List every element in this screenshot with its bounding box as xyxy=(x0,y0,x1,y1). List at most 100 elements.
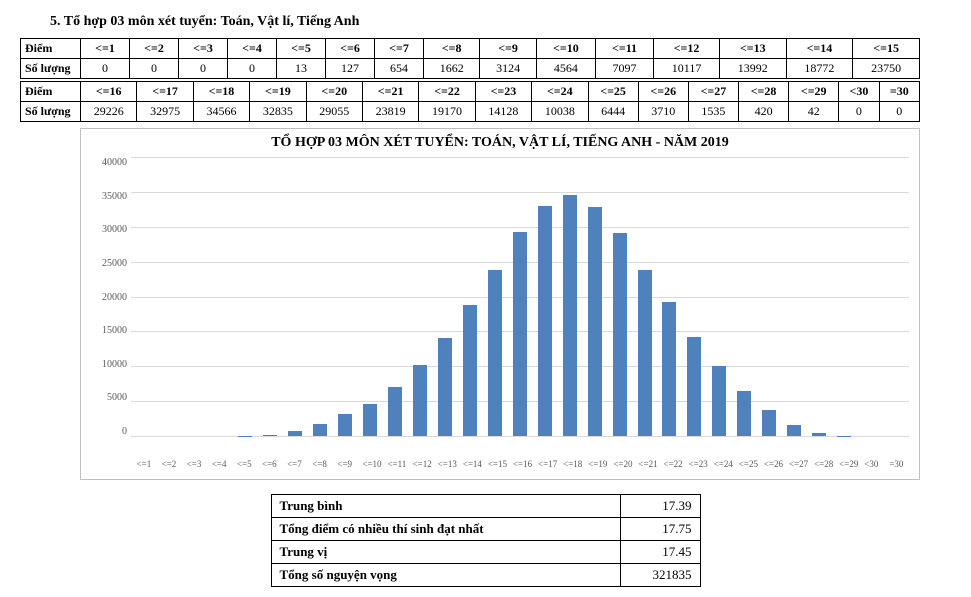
table-value-cell: 10117 xyxy=(654,59,720,79)
xtick-label: <=15 xyxy=(488,459,502,469)
table-value-cell: 3124 xyxy=(480,59,536,79)
chart-bar xyxy=(563,195,577,436)
table-value-cell: 1535 xyxy=(688,102,738,122)
table-value-cell: 29055 xyxy=(306,102,362,122)
xtick-label: <=14 xyxy=(463,459,477,469)
table-header-cell: <=14 xyxy=(786,39,853,59)
row-label-sl: Số lượng xyxy=(21,102,81,122)
xtick-label: <=1 xyxy=(137,459,151,469)
table-value-cell: 1662 xyxy=(424,59,480,79)
table-header-cell: <=18 xyxy=(193,82,249,102)
table-header-cell: <=16 xyxy=(81,82,137,102)
xtick-label: <=11 xyxy=(387,459,401,469)
xtick-label: <=23 xyxy=(689,459,703,469)
table-header-cell: <=27 xyxy=(688,82,738,102)
chart-bar xyxy=(812,433,826,436)
chart-bars xyxy=(131,157,909,436)
chart-bar xyxy=(388,387,402,437)
chart-title: TỔ HỢP 03 MÔN XÉT TUYỂN: TOÁN, VẬT LÍ, T… xyxy=(91,135,909,151)
chart-bar xyxy=(613,233,627,436)
table-value-cell: 0 xyxy=(839,102,879,122)
row-label-diem: Điểm xyxy=(21,82,81,102)
table-header-cell: <=19 xyxy=(250,82,306,102)
table-value-cell: 32975 xyxy=(137,102,193,122)
xtick-label: <=19 xyxy=(588,459,602,469)
table-header-cell: <=3 xyxy=(179,39,228,59)
chart-container: TỔ HỢP 03 MÔN XÉT TUYỂN: TOÁN, VẬT LÍ, T… xyxy=(80,128,920,480)
xtick-label: <=27 xyxy=(789,459,803,469)
chart-bar xyxy=(438,338,452,436)
xtick-label: <=2 xyxy=(162,459,176,469)
chart-bar xyxy=(787,425,801,436)
chart-bar xyxy=(313,424,327,436)
table-value-cell: 34566 xyxy=(193,102,249,122)
table-header-cell: <=10 xyxy=(536,39,595,59)
table-header-cell: <=24 xyxy=(532,82,588,102)
xtick-label: <=5 xyxy=(237,459,251,469)
chart-plot: 4000035000300002500020000150001000050000 xyxy=(91,157,909,457)
row-label-diem: Điểm xyxy=(21,39,81,59)
ytick-label: 15000 xyxy=(102,325,127,336)
xtick-label: <=16 xyxy=(513,459,527,469)
chart-xaxis: <=1<=2<=3<=4<=5<=6<=7<=8<=9<=10<=11<=12<… xyxy=(131,459,909,469)
table-header-cell: <=11 xyxy=(596,39,654,59)
xtick-label: <=24 xyxy=(714,459,728,469)
table-row: Số lượng 2922632975345663283529055238191… xyxy=(21,102,920,122)
table-header-cell: <=29 xyxy=(789,82,839,102)
stats-row: Trung vị17.45 xyxy=(271,541,700,564)
table-header-cell: =30 xyxy=(879,82,919,102)
xtick-label: <=10 xyxy=(362,459,376,469)
chart-bar xyxy=(363,404,377,436)
stats-row: Trung bình17.39 xyxy=(271,495,700,518)
table-row: Điểm <=1<=2<=3<=4<=5<=6<=7<=8<=9<=10<=11… xyxy=(21,39,920,59)
xtick-label: <=26 xyxy=(764,459,778,469)
stats-value: 321835 xyxy=(620,564,700,587)
chart-bar xyxy=(588,207,602,436)
xtick-label: <=18 xyxy=(563,459,577,469)
ytick-label: 30000 xyxy=(102,224,127,235)
table-header-cell: <=6 xyxy=(326,39,375,59)
table-header-cell: <=12 xyxy=(654,39,720,59)
table-value-cell: 0 xyxy=(879,102,919,122)
xtick-label: <=17 xyxy=(538,459,552,469)
table-value-cell: 0 xyxy=(130,59,179,79)
ytick-label: 10000 xyxy=(102,359,127,370)
table-value-cell: 32835 xyxy=(250,102,306,122)
xtick-label: <=28 xyxy=(814,459,828,469)
section-heading: 5. Tổ hợp 03 môn xét tuyển: Toán, Vật lí… xyxy=(50,14,951,30)
table-value-cell: 6444 xyxy=(588,102,638,122)
table-header-cell: <=9 xyxy=(480,39,536,59)
table-value-cell: 23750 xyxy=(853,59,920,79)
stats-row: Tổng điểm có nhiều thí sinh đạt nhất17.7… xyxy=(271,518,700,541)
xtick-label: <=3 xyxy=(187,459,201,469)
row-label-sl: Số lượng xyxy=(21,59,81,79)
table-value-cell: 0 xyxy=(81,59,130,79)
table-value-cell: 14128 xyxy=(475,102,531,122)
table-header-cell: <=22 xyxy=(419,82,475,102)
xtick-label: <=21 xyxy=(638,459,652,469)
chart-bar xyxy=(288,431,302,436)
xtick-label: <=20 xyxy=(613,459,627,469)
table-value-cell: 7097 xyxy=(596,59,654,79)
table-value-cell: 29226 xyxy=(81,102,137,122)
stats-label: Tổng số nguyện vọng xyxy=(271,564,620,587)
table-header-cell: <=21 xyxy=(362,82,418,102)
stats-value: 17.45 xyxy=(620,541,700,564)
chart-bar xyxy=(488,270,502,436)
chart-bar xyxy=(463,305,477,436)
xtick-label: <=6 xyxy=(262,459,276,469)
table-header-cell: <=4 xyxy=(228,39,277,59)
stats-value: 17.39 xyxy=(620,495,700,518)
table-value-cell: 13992 xyxy=(719,59,786,79)
xtick-label: <=7 xyxy=(287,459,301,469)
table-header-cell: <=25 xyxy=(588,82,638,102)
chart-bar xyxy=(687,337,701,436)
table-header-cell: <=1 xyxy=(81,39,130,59)
table-row: Điểm <=16<=17<=18<=19<=20<=21<=22<=23<=2… xyxy=(21,82,920,102)
table-value-cell: 3710 xyxy=(638,102,688,122)
table-value-cell: 0 xyxy=(228,59,277,79)
ytick-label: 25000 xyxy=(102,258,127,269)
ytick-label: 35000 xyxy=(102,191,127,202)
chart-yaxis: 4000035000300002500020000150001000050000 xyxy=(91,157,131,437)
chart-bar xyxy=(662,302,676,436)
